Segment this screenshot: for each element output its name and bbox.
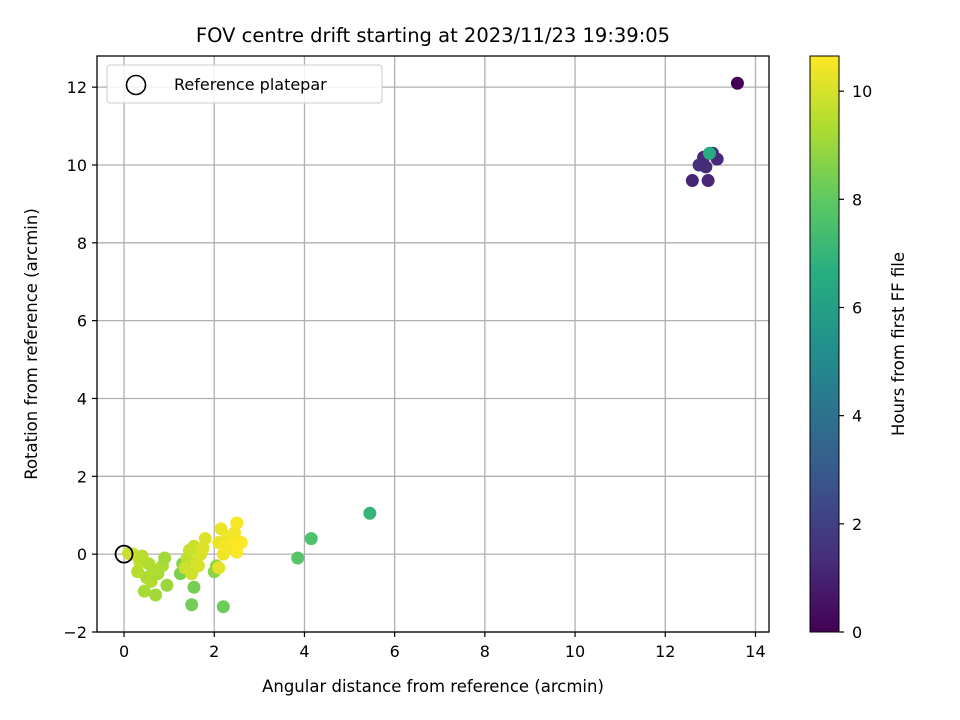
colorbar-tick-label: 8 (852, 190, 862, 209)
scatter-points (122, 76, 744, 614)
y-tick-label: 4 (77, 389, 87, 408)
colorbar-tick-label: 10 (852, 82, 872, 101)
colorbar-tick-label: 0 (852, 623, 862, 642)
legend-marker-reference-icon (125, 74, 147, 96)
data-point (701, 174, 715, 188)
reference-marker-layer (114, 544, 134, 564)
data-point (730, 76, 744, 90)
x-tick-label: 6 (390, 642, 400, 661)
data-point (212, 561, 226, 575)
y-tick-label: 10 (67, 156, 87, 175)
data-point (187, 580, 201, 594)
legend-label-reference: Reference platepar (174, 75, 327, 94)
x-tick-label: 4 (299, 642, 309, 661)
legend-box (106, 64, 383, 104)
data-point (219, 539, 233, 553)
legend: Reference platepar (106, 64, 383, 104)
plot-area-frame (96, 55, 770, 633)
x-tick-label: 0 (119, 642, 129, 661)
data-point (149, 588, 163, 602)
chart-title: FOV centre drift starting at 2023/11/23 … (196, 24, 670, 47)
x-axis-title: Angular distance from reference (arcmin) (262, 677, 604, 696)
y-tick-label: −2 (63, 623, 87, 642)
data-point (178, 561, 192, 575)
x-axis-ticks: 0 2 4 6 8 10 12 14 (119, 632, 766, 661)
data-point (185, 598, 199, 612)
x-tick-label: 10 (565, 642, 585, 661)
data-point (146, 563, 160, 577)
colorbar-tick-label: 2 (852, 515, 862, 534)
y-tick-label: 0 (77, 545, 87, 564)
y-axis-title: Rotation from reference (arcmin) (22, 208, 41, 480)
data-point (363, 506, 377, 520)
data-point (699, 160, 713, 174)
y-tick-label: 12 (67, 78, 87, 97)
colorbar-title: Hours from first FF file (889, 252, 908, 436)
x-tick-label: 8 (480, 642, 490, 661)
data-point (137, 584, 151, 598)
data-point (230, 516, 244, 530)
x-tick-label: 2 (209, 642, 219, 661)
colorbar-tick-label: 4 (852, 407, 862, 426)
data-point (158, 551, 172, 565)
data-point (191, 559, 205, 573)
grid-lines (97, 56, 769, 633)
colorbar-tick-label: 6 (852, 298, 862, 317)
data-point (131, 565, 145, 579)
data-point (702, 146, 716, 160)
y-tick-label: 2 (77, 467, 87, 486)
data-point (216, 600, 230, 614)
colorbar: 0 2 4 6 8 10 Hours from first FF file (809, 55, 908, 642)
data-point (228, 526, 242, 540)
x-tick-label: 12 (655, 642, 675, 661)
data-point (198, 532, 212, 546)
data-point (685, 174, 699, 188)
x-tick-label: 14 (745, 642, 765, 661)
colorbar-gradient (809, 55, 840, 633)
reference-platepar-marker (114, 544, 134, 564)
data-point (160, 578, 174, 592)
data-point (196, 541, 210, 555)
y-axis-ticks: −2 0 2 4 6 8 10 12 (63, 78, 97, 642)
y-tick-label: 8 (77, 234, 87, 253)
colorbar-ticks: 0 2 4 6 8 10 (839, 82, 872, 642)
data-point (291, 551, 305, 565)
data-point (304, 532, 318, 546)
y-tick-label: 6 (77, 312, 87, 331)
